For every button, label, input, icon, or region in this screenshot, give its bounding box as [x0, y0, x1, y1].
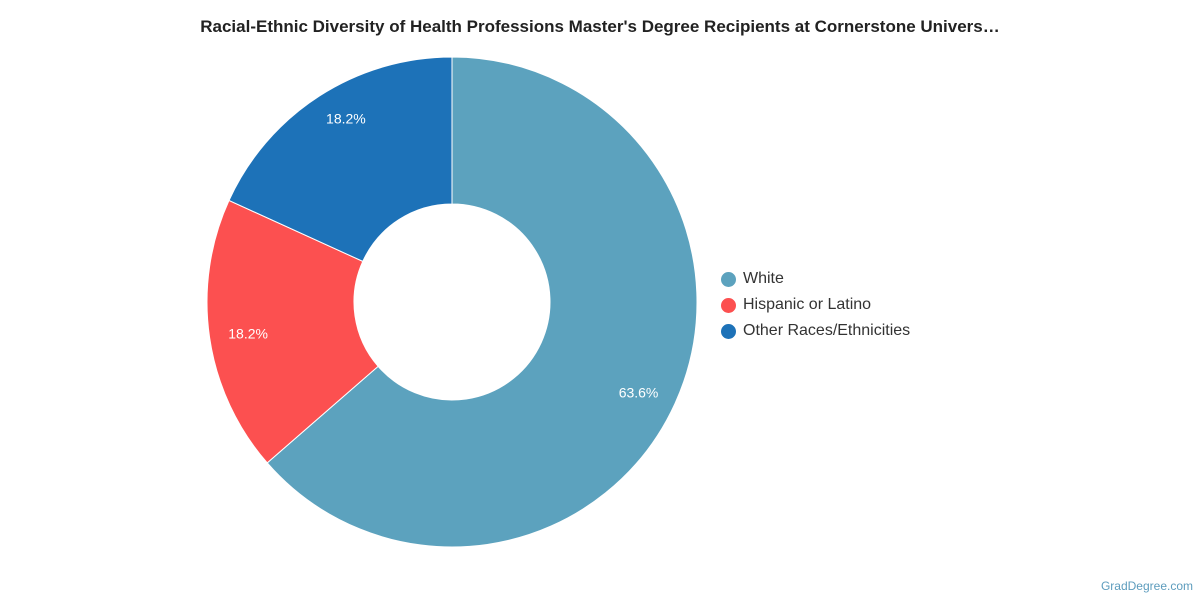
legend-item-white[interactable]: White	[721, 266, 910, 292]
legend-label: Other Races/Ethnicities	[743, 322, 911, 339]
chart-legend: White Hispanic or Latino Other Races/Eth…	[721, 266, 910, 344]
slice-other-races-ethnicities[interactable]	[228, 56, 453, 263]
slice-value-label: 18.2%	[228, 325, 268, 341]
legend-label: Hispanic or Latino	[743, 296, 872, 313]
legend-label: White	[743, 270, 784, 287]
chart-title: Racial-Ethnic Diversity of Health Profes…	[200, 17, 1000, 36]
legend-swatch-hispanic-or-latino	[721, 297, 736, 313]
legend-item-other-races[interactable]: Other Races/Ethnicities	[721, 318, 910, 344]
slice-value-label: 63.6%	[619, 384, 659, 400]
legend-item-hispanic-or-latino[interactable]: Hispanic or Latino	[721, 292, 910, 318]
slice-white[interactable]	[266, 56, 698, 548]
slice-hispanic-or-latino[interactable]	[206, 199, 379, 464]
legend-swatch-white	[721, 271, 736, 287]
slice-value-label: 18.2%	[326, 111, 366, 127]
legend-swatch-other-races	[721, 323, 736, 339]
credit-link[interactable]: GradDegree.com	[1100, 579, 1193, 593]
